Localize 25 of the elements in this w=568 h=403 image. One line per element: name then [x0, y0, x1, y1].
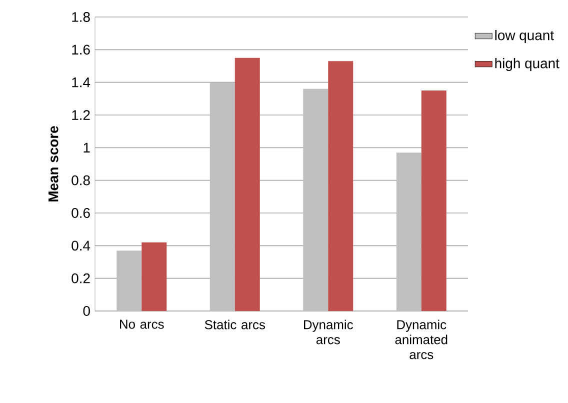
y-tick-label: 0: [83, 306, 90, 316]
y-tick-label: 1.6: [72, 44, 90, 55]
legend-label: high quant: [495, 58, 560, 72]
bar: [396, 152, 422, 311]
y-tick-label: 1: [84, 142, 90, 152]
x-tick-label: Static arcs: [204, 320, 265, 330]
y-tick-label: 1.8: [72, 12, 90, 22]
y-tick-label: 1.4: [72, 78, 90, 88]
legend-label: low quant: [495, 30, 554, 43]
y-tick-label: 0.8: [72, 175, 90, 186]
x-tick-label: Dynamic animated arcs: [395, 320, 448, 360]
y-tick-label: 0.6: [72, 208, 90, 218]
bar: [142, 242, 167, 311]
bar: [234, 58, 260, 311]
bar: [116, 250, 142, 311]
bar: [328, 61, 354, 311]
y-tick-label: 1.2: [72, 110, 90, 120]
y-tick-label: 0.2: [72, 273, 90, 284]
y-axis-title: Mean score: [48, 126, 58, 202]
x-tick-label: Dynamic arcs: [304, 320, 353, 344]
bar: [421, 90, 446, 311]
y-tick-label: 0.4: [72, 240, 90, 251]
bar: [303, 88, 328, 311]
bar: [210, 82, 235, 311]
x-tick-label: No arcs: [120, 320, 164, 329]
